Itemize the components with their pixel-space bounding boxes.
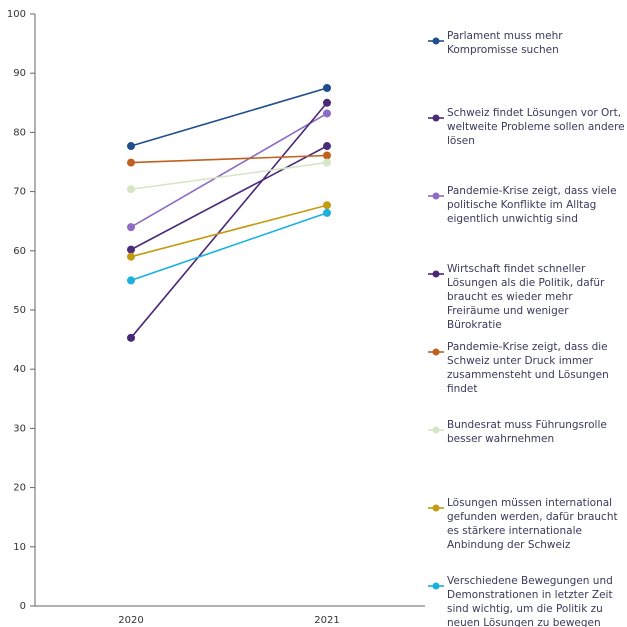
x-tick-label: 2020 bbox=[118, 615, 143, 626]
data-point bbox=[323, 158, 331, 167]
data-point bbox=[323, 98, 331, 107]
data-point bbox=[323, 151, 331, 160]
legend-label: Wirtschaft findet schneller Lösungen als… bbox=[447, 263, 605, 331]
x-tick-label: 2021 bbox=[314, 615, 339, 626]
data-point bbox=[127, 245, 135, 254]
y-tick-label: 80 bbox=[13, 127, 26, 138]
data-point bbox=[323, 142, 331, 151]
data-point bbox=[127, 142, 135, 151]
series-line bbox=[130, 204, 328, 258]
y-tick-label: 100 bbox=[7, 9, 26, 20]
legend-marker bbox=[428, 342, 444, 356]
legend-marker bbox=[428, 108, 444, 122]
data-point bbox=[127, 276, 135, 285]
data-point bbox=[127, 158, 135, 167]
y-tick-label: 0 bbox=[20, 601, 26, 612]
legend-label: Lösungen müssen international gefunden w… bbox=[447, 497, 618, 551]
data-point bbox=[127, 185, 135, 194]
legend-marker bbox=[428, 186, 444, 200]
series-line bbox=[130, 145, 328, 251]
series-line bbox=[130, 112, 328, 228]
legend-marker bbox=[428, 264, 444, 278]
legend-marker bbox=[428, 31, 444, 45]
legend-marker bbox=[428, 420, 444, 434]
legend-label: Pandemie-Krise zeigt, dass viele politis… bbox=[447, 185, 617, 225]
legend-label: Pandemie-Krise zeigt, dass die Schweiz u… bbox=[447, 341, 609, 395]
y-tick-label: 70 bbox=[13, 187, 26, 198]
y-tick-label: 50 bbox=[13, 305, 26, 316]
data-point bbox=[323, 84, 331, 92]
data-point bbox=[323, 201, 331, 210]
y-tick-label: 20 bbox=[13, 483, 26, 494]
series-line bbox=[130, 102, 328, 339]
series-line bbox=[130, 161, 328, 191]
series-line bbox=[130, 212, 328, 282]
legend-label: Parlament muss mehr Kompromisse suchen bbox=[447, 30, 563, 56]
y-tick-label: 10 bbox=[13, 542, 26, 553]
legend-label: Bundesrat muss Führungsrolle besser wahr… bbox=[447, 419, 607, 445]
y-tick-label: 90 bbox=[13, 68, 26, 79]
data-point bbox=[127, 333, 135, 342]
series-line bbox=[130, 87, 328, 147]
data-point bbox=[323, 109, 331, 118]
data-point bbox=[127, 252, 135, 261]
series-line bbox=[130, 154, 328, 164]
legend-marker bbox=[428, 576, 444, 590]
legend-marker bbox=[428, 498, 444, 512]
y-tick-label: 40 bbox=[13, 364, 26, 375]
legend-label: Schweiz findet Lösungen vor Ort, weltwei… bbox=[447, 107, 625, 147]
y-tick-label: 60 bbox=[13, 246, 26, 257]
data-point bbox=[127, 223, 135, 232]
y-tick-label: 30 bbox=[13, 423, 26, 434]
legend-label: Verschiedene Bewegungen und Demonstratio… bbox=[447, 575, 613, 627]
data-point bbox=[323, 208, 331, 217]
